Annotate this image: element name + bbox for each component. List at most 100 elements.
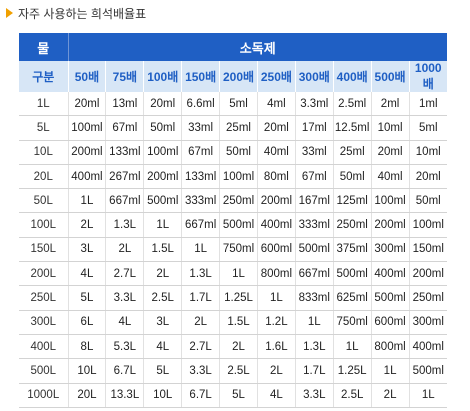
disinfectant-amount-cell: 400ml bbox=[371, 261, 410, 287]
disinfectant-amount-cell: 4L bbox=[105, 310, 145, 335]
disinfectant-amount-cell: 20ml bbox=[143, 92, 183, 117]
disinfectant-amount-cell: 1ml bbox=[409, 92, 447, 117]
caption-text: 자주 사용하는 희석배율표 bbox=[18, 6, 147, 21]
disinfectant-amount-cell: 600ml bbox=[371, 310, 410, 335]
disinfectant-amount-cell: 2L bbox=[143, 261, 183, 287]
disinfectant-amount-cell: 250ml bbox=[333, 212, 372, 238]
disinfectant-amount-cell: 2L bbox=[181, 310, 221, 335]
disinfectant-amount-cell: 1.7L bbox=[181, 285, 221, 311]
table-row: 250L 5L 3.3L 2.5L 1.7L 1.25L 1L 833ml 625ml 500ml… bbox=[19, 285, 447, 311]
disinfectant-amount-cell: 6L bbox=[68, 310, 107, 335]
ratio-header: 400배 bbox=[333, 61, 372, 92]
disinfectant-amount-cell: 1.3L bbox=[295, 334, 334, 360]
disinfectant-amount-cell: 1L bbox=[143, 212, 183, 238]
disinfectant-amount-cell: 1L bbox=[219, 261, 258, 287]
disinfectant-amount-cell: 6.7L bbox=[181, 383, 221, 408]
category-header: 구분 bbox=[19, 61, 69, 92]
disinfectant-amount-cell: 50ml bbox=[143, 115, 183, 141]
disinfectant-amount-cell: 3.3ml bbox=[295, 92, 334, 117]
disinfectant-amount-cell: 40ml bbox=[371, 164, 410, 190]
disinfectant-amount-cell: 5.3L bbox=[105, 334, 145, 360]
disinfectant-amount-cell: 2L bbox=[68, 212, 107, 238]
disinfectant-amount-cell: 5L bbox=[143, 358, 183, 384]
ratio-header: 150배 bbox=[181, 61, 221, 92]
water-amount-cell: 50L bbox=[19, 188, 69, 214]
disinfectant-amount-cell: 100ml bbox=[409, 212, 447, 238]
water-amount-cell: 100L bbox=[19, 212, 69, 238]
disinfectant-amount-cell: 400ml bbox=[68, 164, 107, 190]
disinfectant-amount-cell: 6.7L bbox=[105, 358, 145, 384]
disinfectant-amount-cell: 2.7L bbox=[105, 261, 145, 287]
disinfectant-amount-cell: 167ml bbox=[295, 188, 334, 214]
disinfectant-amount-cell: 17ml bbox=[295, 115, 334, 141]
water-amount-cell: 400L bbox=[19, 334, 69, 360]
disinfectant-amount-cell: 1.25L bbox=[219, 285, 258, 311]
disinfectant-amount-cell: 10ml bbox=[371, 115, 410, 141]
table-row: 400L 8L 5.3L 4L 2.7L 2L 1.6L 1.3L 1L 800ml 400ml bbox=[19, 334, 447, 360]
table-row: 200L 4L 2.7L 2L 1.3L 1L 800ml 667ml 500ml 400ml 20… bbox=[19, 261, 447, 287]
disinfectant-amount-cell: 200ml bbox=[371, 212, 410, 238]
ratio-header: 50배 bbox=[68, 61, 107, 92]
disinfectant-amount-cell: 25ml bbox=[219, 115, 258, 141]
disinfectant-amount-cell: 100ml bbox=[68, 115, 107, 141]
disinfectant-amount-cell: 1L bbox=[333, 334, 372, 360]
disinfectant-amount-cell: 1.25L bbox=[333, 358, 372, 384]
disinfectant-amount-cell: 1L bbox=[181, 237, 221, 263]
disinfectant-amount-cell: 667ml bbox=[295, 261, 334, 287]
disinfectant-amount-cell: 5ml bbox=[219, 92, 258, 117]
table-row: 10L 200ml 133ml 100ml 67ml 50ml 40ml 33ml 25ml 20… bbox=[19, 140, 447, 165]
disinfectant-amount-cell: 1L bbox=[257, 285, 296, 311]
disinfectant-amount-cell: 125ml bbox=[333, 188, 372, 214]
disinfectant-amount-cell: 50ml bbox=[409, 188, 447, 214]
disinfectant-amount-cell: 1L bbox=[409, 383, 447, 408]
disinfectant-amount-cell: 500ml bbox=[143, 188, 183, 214]
ratio-header: 200배 bbox=[219, 61, 258, 92]
disinfectant-amount-cell: 20ml bbox=[371, 140, 410, 165]
disinfectant-amount-cell: 2.5L bbox=[333, 383, 372, 408]
water-header: 물 bbox=[19, 33, 69, 61]
header-row-ratios: 구분 50배 75배 100배 150배 200배 250배 300배 400배… bbox=[19, 61, 447, 92]
disinfectant-amount-cell: 200ml bbox=[257, 188, 296, 214]
disinfectant-amount-cell: 10L bbox=[143, 383, 183, 408]
triangle-right-icon bbox=[6, 8, 13, 18]
disinfectant-amount-cell: 2.5L bbox=[143, 285, 183, 311]
water-amount-cell: 150L bbox=[19, 237, 69, 263]
disinfectant-amount-cell: 50ml bbox=[333, 164, 372, 190]
disinfectant-amount-cell: 200ml bbox=[143, 164, 183, 190]
disinfectant-amount-cell: 2.5L bbox=[219, 358, 258, 384]
ratio-header: 75배 bbox=[105, 61, 145, 92]
disinfectant-amount-cell: 800ml bbox=[371, 334, 410, 360]
table-row: 500L 10L 6.7L 5L 3.3L 2.5L 2L 1.7L 1.25L 1L 500ml bbox=[19, 358, 447, 384]
disinfectant-amount-cell: 20ml bbox=[257, 115, 296, 141]
disinfectant-amount-cell: 300ml bbox=[409, 310, 447, 335]
disinfectant-amount-cell: 3L bbox=[68, 237, 107, 263]
disinfectant-amount-cell: 5ml bbox=[409, 115, 447, 141]
disinfectant-amount-cell: 50ml bbox=[219, 140, 258, 165]
disinfectant-amount-cell: 200ml bbox=[68, 140, 107, 165]
disinfectant-amount-cell: 1.6L bbox=[257, 334, 296, 360]
disinfectant-amount-cell: 13ml bbox=[105, 92, 145, 117]
disinfectant-amount-cell: 500ml bbox=[333, 261, 372, 287]
disinfectant-amount-cell: 8L bbox=[68, 334, 107, 360]
disinfectant-amount-cell: 500ml bbox=[295, 237, 334, 263]
disinfectant-amount-cell: 4L bbox=[68, 261, 107, 287]
disinfectant-amount-cell: 67ml bbox=[105, 115, 145, 141]
disinfectant-amount-cell: 10ml bbox=[409, 140, 447, 165]
disinfectant-amount-cell: 20ml bbox=[409, 164, 447, 190]
disinfectant-amount-cell: 500ml bbox=[409, 358, 447, 384]
disinfectant-amount-cell: 1L bbox=[295, 310, 334, 335]
disinfectant-amount-cell: 667ml bbox=[181, 212, 221, 238]
disinfectant-amount-cell: 3.3L bbox=[105, 285, 145, 311]
table-caption: 자주 사용하는 희석배율표 bbox=[6, 4, 146, 22]
disinfectant-amount-cell: 2ml bbox=[371, 92, 410, 117]
table-row: 1L 20ml 13ml 20ml 6.6ml 5ml 4ml 3.3ml 2.5ml 2ml 1m… bbox=[19, 92, 447, 117]
water-amount-cell: 20L bbox=[19, 164, 69, 190]
disinfectant-amount-cell: 20ml bbox=[68, 92, 107, 117]
disinfectant-amount-cell: 40ml bbox=[257, 140, 296, 165]
water-amount-cell: 1000L bbox=[19, 383, 69, 408]
disinfectant-amount-cell: 67ml bbox=[295, 164, 334, 190]
disinfectant-amount-cell: 3L bbox=[143, 310, 183, 335]
water-amount-cell: 5L bbox=[19, 115, 69, 141]
disinfectant-amount-cell: 25ml bbox=[333, 140, 372, 165]
disinfectant-amount-cell: 300ml bbox=[371, 237, 410, 263]
